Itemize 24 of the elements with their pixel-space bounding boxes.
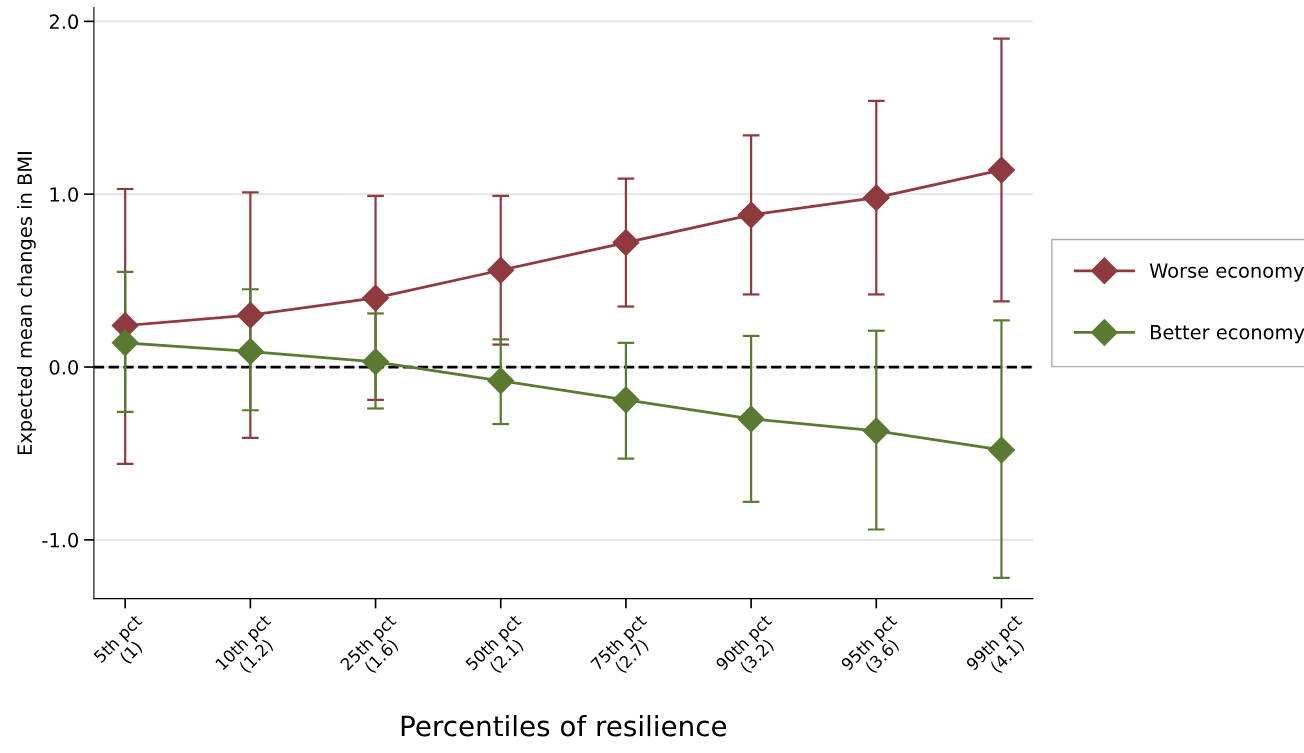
point bbox=[612, 386, 640, 414]
point bbox=[111, 329, 139, 357]
point bbox=[612, 229, 640, 257]
x-axis-title: Percentiles of resilience bbox=[401, 715, 727, 737]
point bbox=[988, 436, 1015, 464]
point bbox=[236, 338, 264, 365]
legend-label: Better economy bbox=[1151, 325, 1304, 344]
y-axis-title: Expected mean changes in BMI bbox=[16, 152, 36, 455]
point bbox=[862, 184, 890, 212]
y-tick-label: 1.0 bbox=[50, 187, 79, 202]
point bbox=[988, 156, 1015, 184]
point bbox=[362, 348, 390, 376]
point bbox=[362, 284, 390, 312]
legend-label: Worse economy bbox=[1149, 263, 1304, 282]
point bbox=[737, 201, 765, 229]
point bbox=[862, 417, 890, 445]
point bbox=[737, 405, 765, 433]
point bbox=[487, 367, 515, 395]
x-tick-label: 5th pct (1) bbox=[92, 613, 145, 666]
point bbox=[487, 256, 515, 284]
y-tick-label: 2.0 bbox=[49, 14, 79, 30]
point bbox=[236, 301, 264, 329]
y-tick-label: 0.0 bbox=[49, 359, 79, 375]
y-tick-label: -1.0 bbox=[42, 532, 79, 548]
